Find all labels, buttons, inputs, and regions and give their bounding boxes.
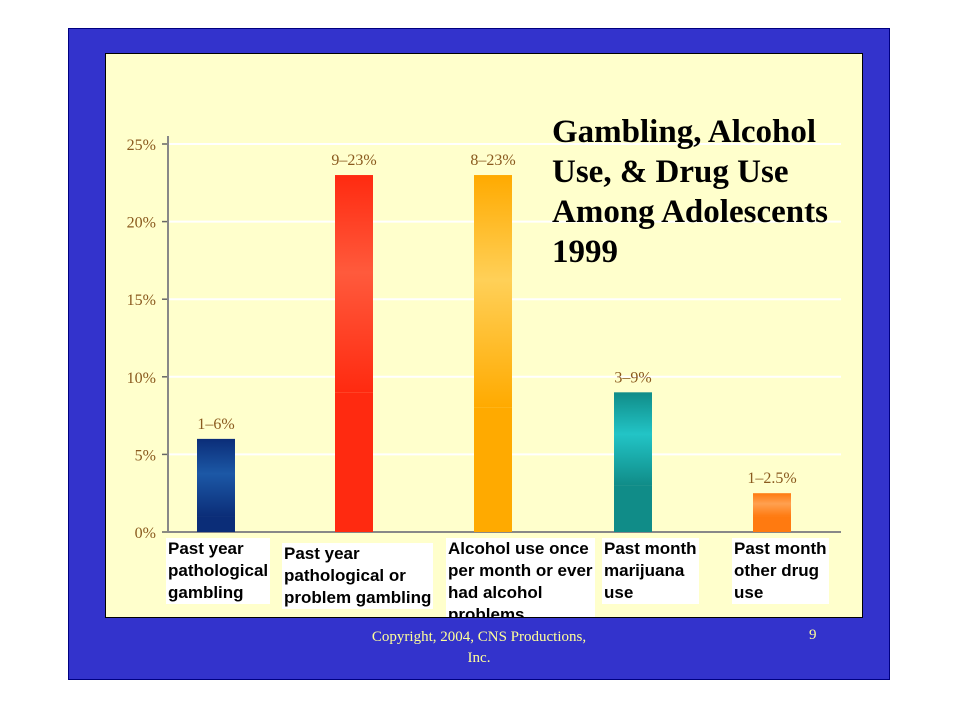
chart-panel: 0% 5% 10% 15% 20% 25% 1–6% 9–23% 8–23% 3–9% 1–2.5%…	[105, 53, 863, 618]
y-tick-label: 15%	[127, 292, 156, 309]
bar-range-segment	[474, 175, 512, 408]
slide-background: 0% 5% 10% 15% 20% 25% 1–6% 9–23% 8–23% 3–9% 1–2.5%…	[68, 28, 890, 680]
bar-base-segment	[614, 485, 652, 532]
category-label-pathological-gambling: Past year pathological gambling	[166, 538, 271, 604]
category-label-pathological-or-problem-gambling: Past year pathological or problem gambli…	[282, 543, 434, 609]
y-tick-label: 5%	[135, 447, 156, 464]
category-label-other-drug-use: Past month other drug use	[732, 538, 829, 604]
bar-range-label: 1–6%	[197, 416, 234, 433]
y-tick-label: 10%	[127, 370, 156, 387]
bar-base-segment	[474, 407, 512, 532]
slide-number: 9	[809, 627, 817, 643]
bar-range-segment	[197, 438, 235, 517]
bar-range-label: 8–23%	[470, 152, 515, 169]
bar-range-segment	[753, 493, 791, 517]
bar-range-label: 9–23%	[331, 152, 376, 169]
range-bar-chart: 0% 5% 10% 15% 20% 25% 1–6% 9–23% 8–23% 3–9% 1–2.5%	[127, 136, 841, 542]
category-label-alcohol-use: Alcohol use once per month or ever had a…	[446, 538, 595, 617]
bar-base-segment	[335, 392, 373, 532]
category-label-marijuana-use: Past month marijuana use	[602, 538, 699, 604]
copyright-text: Copyright, 2004, CNS Productions, Inc.	[371, 629, 587, 666]
y-tick-label: 25%	[127, 137, 156, 154]
chart-title: Gambling, Alcohol Use, & Drug Use Among …	[552, 114, 828, 270]
bar-range-label: 3–9%	[614, 369, 651, 386]
bar-base-segment	[753, 516, 791, 532]
y-tick-label: 0%	[135, 525, 156, 542]
bar-range-label: 1–2.5%	[747, 470, 796, 487]
y-tick-label: 20%	[127, 215, 156, 232]
bar-range-segment	[335, 175, 373, 393]
bar-base-segment	[197, 516, 235, 532]
bar-range-segment	[614, 392, 652, 486]
